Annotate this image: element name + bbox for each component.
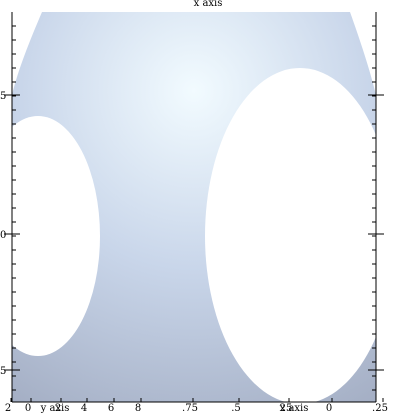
bottom-tick-label: .25	[372, 403, 388, 413]
bottom-tick-label: 8	[135, 403, 141, 413]
left-cutout	[0, 116, 100, 356]
bottom-tick-label: .5	[231, 403, 241, 413]
left-tick-label-top: 5	[0, 91, 6, 102]
bottom-tick-label: 0	[25, 403, 31, 413]
left-tick-label-bottom: 5	[0, 366, 6, 377]
bottom-tick-label: 2	[55, 403, 61, 413]
bottom-tick-label: 25	[280, 403, 293, 413]
right-cutout	[205, 68, 395, 404]
x-axis-title: x axis	[280, 403, 309, 413]
bottom-tick-label: 2	[5, 403, 11, 413]
y-axis-title: y axis	[40, 403, 70, 413]
bottom-tick-label: 0	[326, 403, 332, 413]
bottom-tick-label: 6	[108, 403, 114, 413]
bottom-tick-label: 4	[81, 403, 87, 413]
bottom-tick-label: .75	[182, 403, 198, 413]
chart-title: x axis	[194, 0, 223, 9]
left-tick-label-middle: 0	[0, 230, 6, 241]
